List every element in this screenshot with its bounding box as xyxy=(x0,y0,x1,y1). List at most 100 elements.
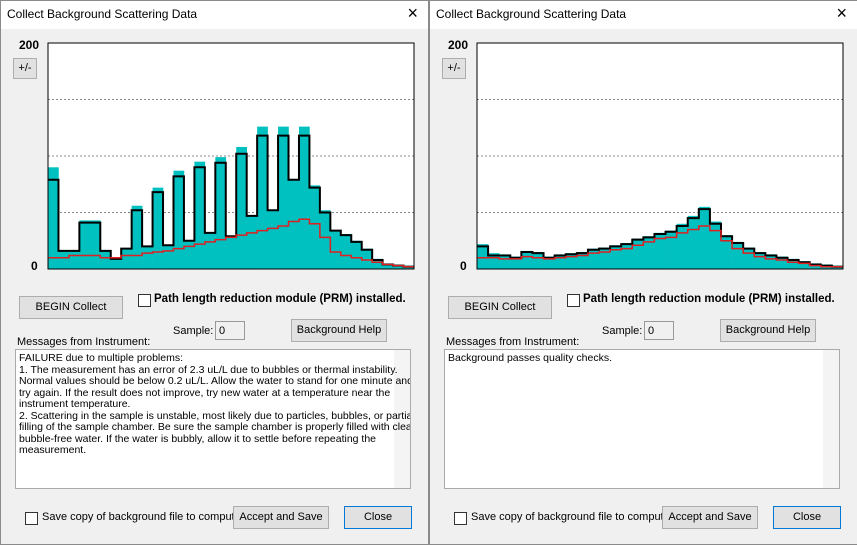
histogram-bar xyxy=(152,187,164,269)
y-tick-label: 0 xyxy=(460,259,467,273)
histogram-bar xyxy=(776,256,788,269)
save-checkbox[interactable] xyxy=(25,512,38,525)
sample-label: Sample: xyxy=(173,325,214,337)
y-tick-label: 200 xyxy=(448,38,468,52)
plot-area xyxy=(48,43,414,269)
chart: 0 200 xyxy=(448,38,844,273)
histogram-bar xyxy=(110,258,122,269)
scale-button[interactable]: +/- xyxy=(442,58,466,79)
message-line: try again. If the result does not improv… xyxy=(19,386,391,399)
histogram-bar xyxy=(643,236,655,269)
histogram-bar xyxy=(340,233,352,269)
dialog-window: Collect Background Scattering Data × 0 200 +… xyxy=(0,0,429,545)
title-bar xyxy=(430,1,857,29)
histogram-bar xyxy=(58,250,70,269)
histogram-bar xyxy=(721,235,733,269)
message-line: Normal values should be below 0.2 uL/L. … xyxy=(19,375,411,387)
close-icon[interactable]: × xyxy=(407,3,418,23)
histogram-bar xyxy=(393,264,404,269)
histogram-bar xyxy=(351,240,363,269)
plot-frame xyxy=(476,42,844,270)
histogram-bar xyxy=(610,245,622,269)
histogram-bar xyxy=(257,126,268,270)
close-button[interactable]: Close xyxy=(344,506,412,529)
histogram-bar xyxy=(361,248,373,269)
message-line: FAILURE due to multiple problems: xyxy=(19,352,183,364)
sample-field: 0 xyxy=(215,321,245,340)
message-line: filling of the sample chamber. Be sure t… xyxy=(19,421,411,433)
plot-frame xyxy=(47,42,415,270)
scrollbar xyxy=(394,350,410,488)
histogram-bar xyxy=(372,258,383,269)
prm-label: Path length reduction module (PRM) insta… xyxy=(583,293,835,305)
accept-button[interactable]: Accept and Save xyxy=(662,506,758,529)
histogram-bar xyxy=(599,247,611,269)
histogram-bar xyxy=(687,215,700,269)
histogram-bar xyxy=(709,221,722,269)
messages-label: Messages from Instrument: xyxy=(17,336,151,348)
histogram-bar xyxy=(288,179,300,269)
close-button[interactable]: Close xyxy=(773,506,841,529)
histogram-bar xyxy=(510,256,522,269)
histogram-bar xyxy=(521,250,533,269)
accept-button[interactable]: Accept and Save xyxy=(233,506,329,529)
chart: 0 200 xyxy=(19,38,415,273)
histogram-bar xyxy=(587,248,600,269)
histogram-bar xyxy=(565,253,578,269)
histogram-bar xyxy=(732,241,744,269)
step-line xyxy=(477,208,843,268)
histogram-bar xyxy=(787,258,799,269)
histogram-bar xyxy=(499,254,511,269)
scale-button[interactable]: +/- xyxy=(13,58,37,79)
dialog-window: Collect Background Scattering Data × 0 200 +… xyxy=(429,0,857,545)
histogram-bar xyxy=(765,254,777,269)
begin-button[interactable]: BEGIN Collect xyxy=(19,296,123,319)
histogram-bar xyxy=(163,245,174,269)
message-line: 2. Scattering in the sample is unstable,… xyxy=(19,409,411,422)
y-tick-label: 0 xyxy=(31,259,38,273)
histogram-bar xyxy=(121,248,132,269)
prm-checkbox[interactable] xyxy=(567,294,580,307)
message-line: instrument temperature. xyxy=(19,398,131,410)
histogram-bar xyxy=(330,230,342,269)
histogram-bar xyxy=(554,254,567,269)
sample-label: Sample: xyxy=(602,325,643,337)
sample-field: 0 xyxy=(644,321,674,340)
begin-button[interactable]: BEGIN Collect xyxy=(448,296,552,319)
help-button[interactable]: Background Help xyxy=(291,319,387,342)
messages-box: FAILURE due to multiple problems: 1. The … xyxy=(15,349,411,489)
histogram-bar xyxy=(89,220,101,269)
histogram-bar xyxy=(225,236,237,269)
histogram-bar xyxy=(246,215,258,269)
histogram-bar xyxy=(798,261,811,269)
histogram-bar xyxy=(319,210,331,269)
histogram-bar xyxy=(183,240,195,269)
histogram-bar xyxy=(532,252,544,269)
histogram-bar xyxy=(382,263,394,269)
close-icon[interactable]: × xyxy=(836,3,847,23)
prm-checkbox[interactable] xyxy=(138,294,151,307)
title-bar xyxy=(1,1,428,29)
histogram-bar xyxy=(632,238,644,269)
messages-label: Messages from Instrument: xyxy=(446,336,580,348)
save-label: Save copy of background file to computer xyxy=(471,511,674,523)
dialog-title: Collect Background Scattering Data xyxy=(436,7,627,21)
help-button[interactable]: Background Help xyxy=(720,319,816,342)
histogram-bar xyxy=(665,230,677,269)
message-line: Background passes quality checks. xyxy=(448,352,613,364)
message-line: measurement. xyxy=(19,444,87,456)
histogram-bar xyxy=(267,210,279,269)
histogram-bar xyxy=(754,252,766,269)
histogram-bar xyxy=(204,232,216,269)
y-tick-label: 200 xyxy=(19,38,39,52)
histogram-bar xyxy=(298,126,310,270)
message-line: 1. The measurement has an error of 2.3 u… xyxy=(19,363,398,376)
histogram-bar xyxy=(100,250,112,269)
messages-box: Background passes quality checks. xyxy=(444,349,840,489)
step-line xyxy=(477,225,843,268)
scrollbar xyxy=(823,350,839,488)
histogram-bar xyxy=(194,161,206,269)
histogram-bar xyxy=(309,185,321,269)
save-checkbox[interactable] xyxy=(454,512,467,525)
